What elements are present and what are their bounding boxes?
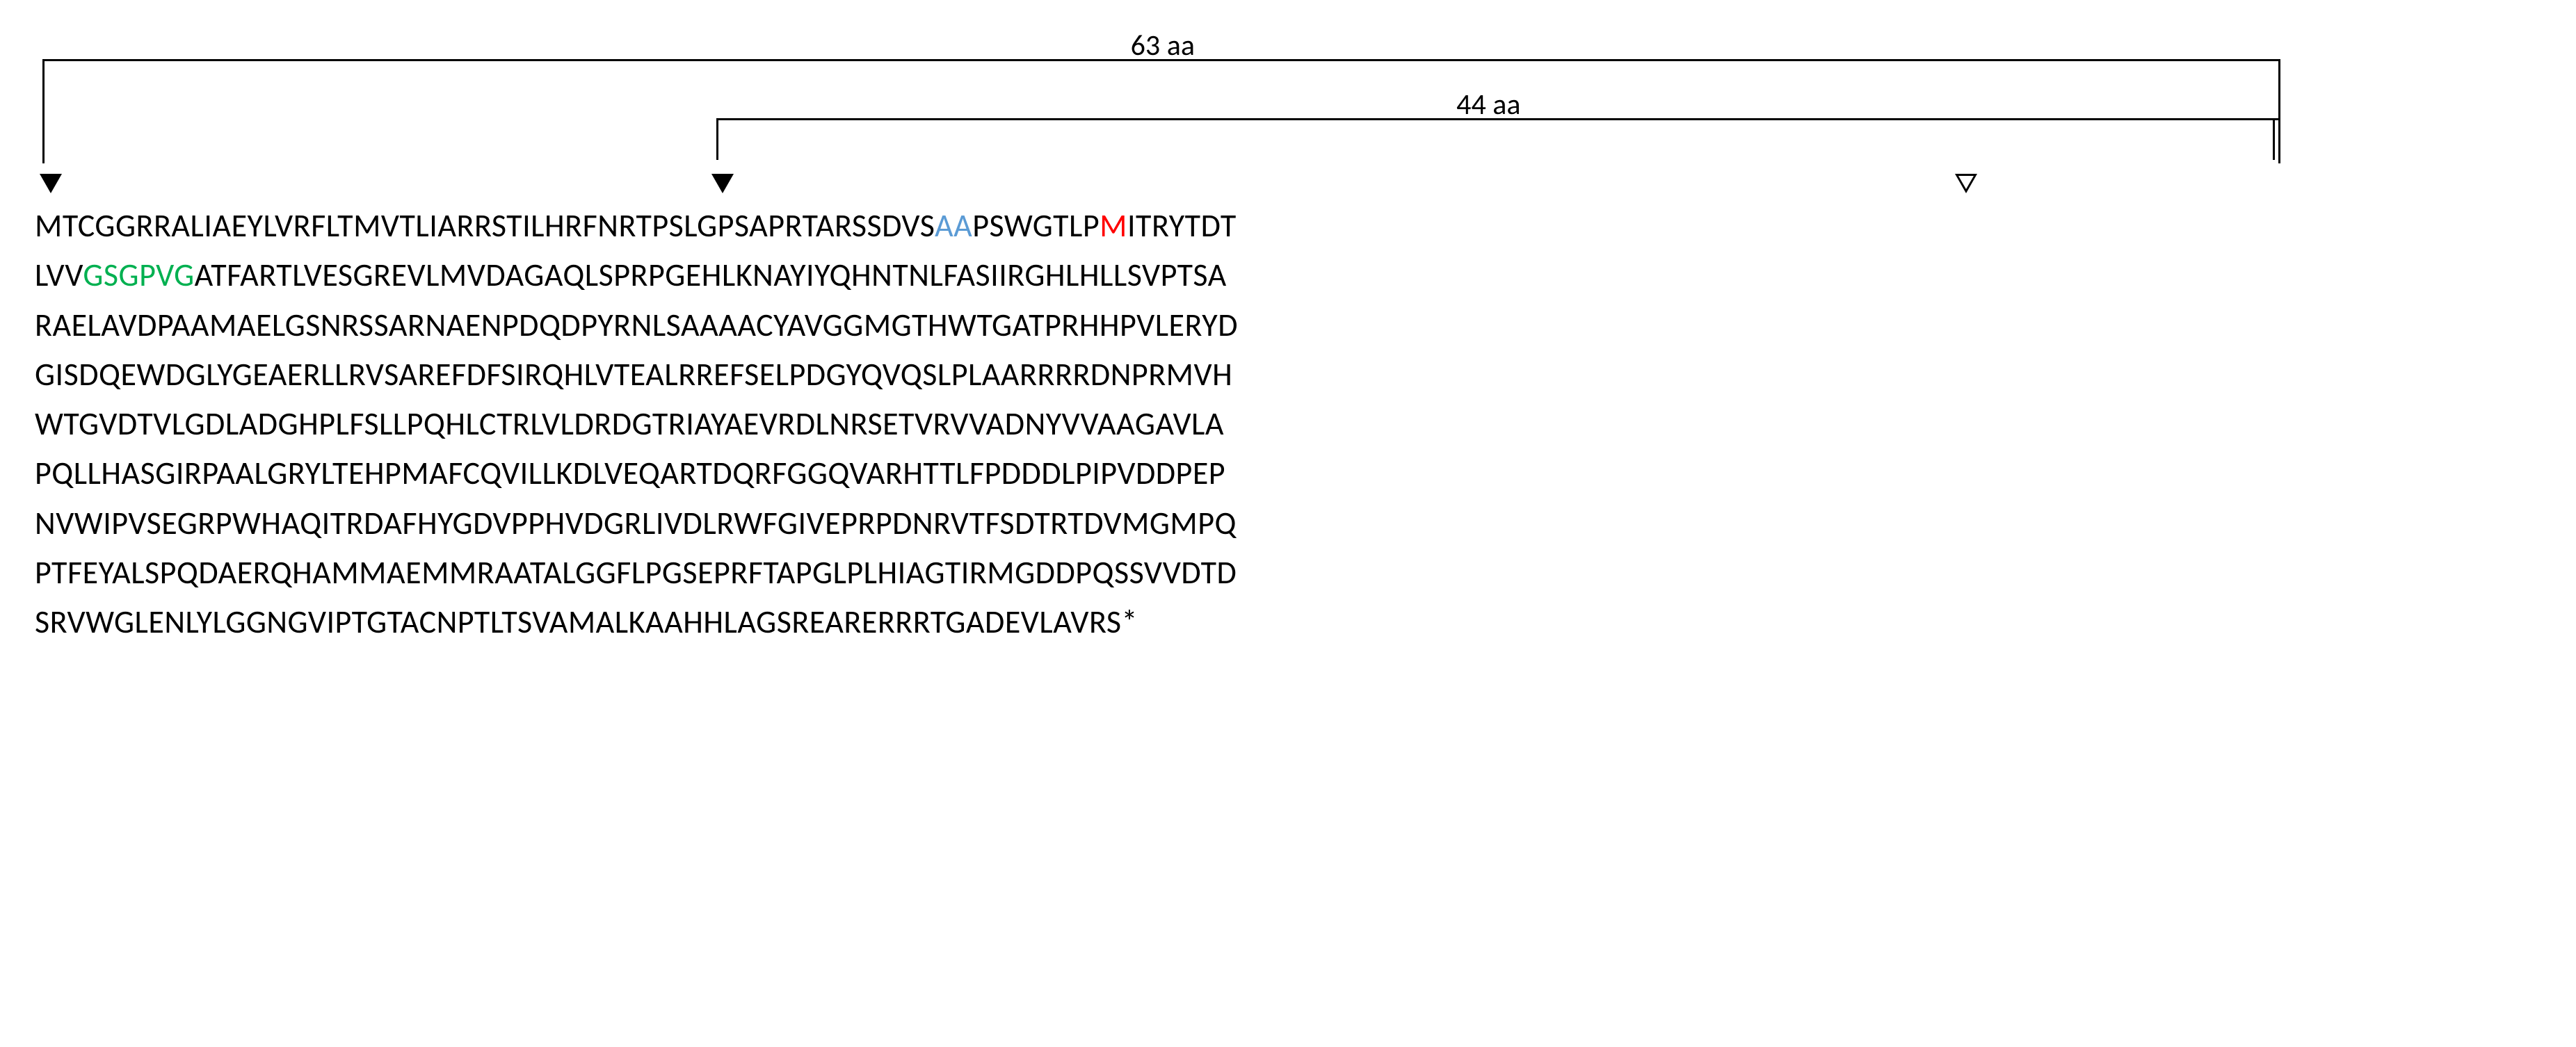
sequence-line-3: RAELAVDPAAMAELGSNRSSARNAENPDQDPYRNLSAAAA… — [35, 301, 2541, 350]
seq1-part3: ITRYTDT — [1127, 206, 1237, 245]
sequence-line-2: LVVGSGPVGATFARTLVESGREVLMVDAGAQLSPRPGEHL… — [35, 251, 2541, 300]
sequence-line-5: WTGVDTVLGDLADGHPLFSLLPQHLCTRLVLDRDGTRIAY… — [35, 400, 2541, 449]
inner-bracket-left-end — [716, 118, 718, 160]
bracket-layer: 63 aa 44 aa — [35, 28, 2541, 160]
arrow-row — [35, 167, 2541, 202]
inner-bracket-line — [716, 118, 2278, 120]
filled-arrow-1 — [40, 174, 62, 193]
sequence-figure: 63 aa 44 aa MTCGGRRALIAEYLVRFLTMVTLIARRS… — [35, 28, 2541, 648]
sequence-line-4: GISDQEWDGLYGEAERLLRVSAREFDFSIRQHLVTEALRR… — [35, 350, 2541, 400]
sequence-line-8: PTFEYALSPQDAERQHAMMAEMMRAATALGGFLPGSEPRF… — [35, 549, 2541, 598]
outer-bracket-label: 63 aa — [1131, 28, 1195, 63]
seq2-part1: LVV — [35, 256, 83, 295]
outer-bracket-right-end — [2278, 59, 2280, 163]
filled-arrow-2 — [711, 174, 734, 193]
inner-bracket-right-end — [2273, 118, 2275, 160]
seq1-part1: MTCGGRRALIAEYLVRFLTMVTLIARRSTILHRFNRTPSL… — [35, 206, 935, 245]
seq2-part2: ATFARTLVESGREVLMVDAGAQLSPRPGEHLKNAYIYQHN… — [195, 256, 1227, 295]
seq2-green: GSGPVG — [83, 256, 194, 295]
sequence-line-7: NVWIPVSEGRPWHAQITRDAFHYGDVPPHVDGRLIVDLRW… — [35, 499, 2541, 549]
outer-bracket-line — [42, 59, 2278, 61]
sequence-line-1: MTCGGRRALIAEYLVRFLTMVTLIARRSTILHRFNRTPSL… — [35, 202, 2541, 251]
open-arrow — [1955, 174, 1977, 193]
sequence-line-6: PQLLHASGIRPAALGRYLTEHPMAFCQVILLKDLVEQART… — [35, 449, 2541, 498]
seq1-part2: PSWGTLP — [972, 206, 1100, 245]
sequence-line-9: SRVWGLENLYLGGNGVIPTGTACNPTLTSVAMALKAAHHL… — [35, 598, 2541, 647]
inner-bracket-label: 44 aa — [1456, 87, 1520, 122]
outer-bracket-left-end — [42, 59, 45, 163]
seq1-blue: AA — [935, 206, 972, 245]
seq1-red: M — [1100, 206, 1127, 245]
